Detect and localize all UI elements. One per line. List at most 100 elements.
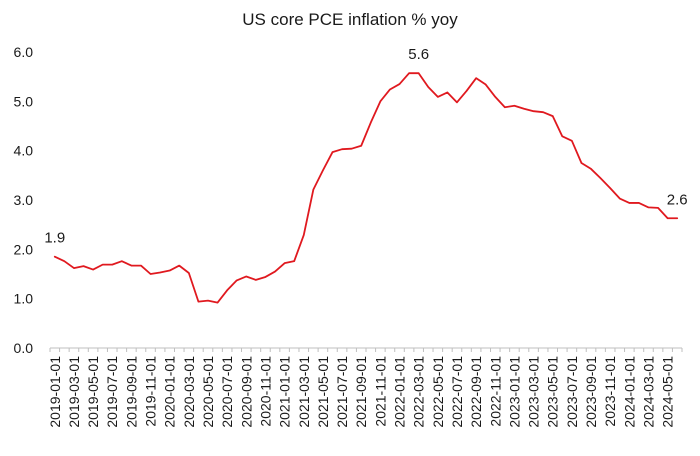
data-labels: 1.9 5.6 2.6	[44, 46, 687, 247]
data-point	[63, 260, 65, 262]
x-tick-label: 2022-09-01	[468, 356, 484, 428]
series-group	[53, 72, 679, 304]
data-point	[504, 106, 506, 108]
y-tick-label: 1.0	[14, 291, 34, 307]
x-tick-label: 2023-07-01	[564, 356, 580, 428]
data-point	[92, 268, 94, 271]
data-point	[465, 90, 468, 92]
data-point	[351, 148, 353, 150]
x-tick-label: 2023-05-01	[545, 356, 561, 428]
data-point	[82, 265, 85, 267]
data-point	[226, 289, 228, 291]
x-tick-label: 2020-11-01	[257, 356, 273, 427]
x-tick-label: 2019-01-01	[47, 356, 63, 428]
x-tick-label: 2019-05-01	[85, 356, 101, 428]
data-label: 1.9	[44, 230, 65, 247]
data-label: 2.6	[667, 191, 688, 208]
y-tick-label: 5.0	[14, 93, 34, 109]
x-tick-label: 2019-03-01	[66, 356, 82, 428]
x-tick-label: 2020-07-01	[219, 356, 235, 428]
data-point	[676, 217, 678, 219]
data-point	[322, 169, 324, 171]
data-point	[552, 115, 554, 117]
data-point	[169, 269, 171, 272]
data-point	[485, 83, 487, 86]
data-point	[102, 264, 104, 266]
y-axis-tick-labels: 0.0 1.0 2.0 3.0 4.0 5.0 6.0	[14, 44, 34, 356]
data-point	[54, 256, 56, 258]
data-point	[284, 262, 286, 264]
data-point	[207, 300, 209, 302]
data-point	[111, 264, 113, 266]
x-tick-label: 2023-01-01	[506, 356, 522, 428]
data-point	[657, 207, 659, 209]
data-point	[341, 148, 343, 150]
data-point	[121, 260, 123, 262]
data-point	[130, 265, 132, 267]
data-point	[427, 86, 429, 88]
x-tick-label: 2020-01-01	[162, 356, 178, 428]
y-tick-label: 0.0	[14, 340, 34, 356]
data-point	[398, 83, 401, 85]
x-tick-label: 2021-09-01	[353, 356, 369, 428]
data-point	[370, 121, 372, 124]
data-point	[600, 177, 602, 179]
data-point	[437, 96, 439, 98]
x-tick-label: 2023-11-01	[602, 356, 618, 427]
x-tick-label: 2022-03-01	[411, 356, 427, 428]
data-point	[542, 111, 544, 113]
data-point	[638, 202, 640, 204]
x-tick-label: 2020-03-01	[181, 356, 197, 428]
data-point	[188, 272, 190, 274]
y-tick-label: 2.0	[14, 241, 34, 257]
x-tick-label: 2020-09-01	[238, 356, 254, 428]
data-label: 5.6	[408, 46, 429, 63]
data-point	[647, 206, 650, 208]
x-tick-label: 2021-11-01	[372, 356, 388, 427]
data-point	[513, 105, 516, 107]
data-point	[159, 271, 161, 274]
data-point	[619, 197, 621, 200]
data-point	[628, 202, 630, 204]
data-point	[197, 301, 200, 303]
x-tick-label: 2022-05-01	[430, 356, 446, 428]
data-point	[245, 275, 247, 278]
data-point	[178, 265, 180, 267]
data-point	[561, 135, 563, 137]
data-point	[331, 151, 334, 153]
data-point	[274, 270, 276, 273]
data-point	[236, 279, 238, 282]
x-tick-label: 2024-05-01	[660, 356, 676, 428]
x-tick-label: 2023-09-01	[583, 356, 599, 428]
x-tick-label: 2021-07-01	[334, 356, 350, 428]
data-point	[494, 96, 496, 98]
data-point	[408, 72, 410, 74]
series-line	[53, 72, 679, 304]
y-tick-label: 3.0	[14, 192, 34, 208]
data-point	[609, 187, 611, 189]
data-point	[590, 168, 592, 170]
x-tick-label: 2023-03-01	[526, 356, 542, 428]
x-axis: 2019-01-01 2019-03-01 2019-05-01 2019-07-01…	[47, 347, 683, 428]
data-point	[216, 302, 219, 304]
x-tick-label: 2022-11-01	[487, 356, 503, 427]
x-tick-label: 2019-07-01	[104, 356, 120, 428]
data-point	[667, 217, 669, 219]
data-point	[571, 140, 573, 142]
data-point	[149, 273, 152, 275]
x-tick-label: 2024-01-01	[621, 356, 637, 428]
data-point	[532, 110, 535, 112]
x-tick-label: 2021-05-01	[315, 356, 331, 428]
chart-title: US core PCE inflation % yoy	[242, 10, 458, 29]
x-tick-label: 2019-11-01	[143, 356, 159, 427]
x-tick-label: 2024-03-01	[640, 356, 656, 428]
data-point	[312, 189, 314, 191]
y-tick-label: 4.0	[14, 143, 34, 159]
data-point	[475, 77, 477, 79]
data-point	[456, 101, 458, 103]
data-point	[360, 145, 362, 147]
data-point	[418, 72, 420, 74]
data-point	[255, 279, 257, 281]
